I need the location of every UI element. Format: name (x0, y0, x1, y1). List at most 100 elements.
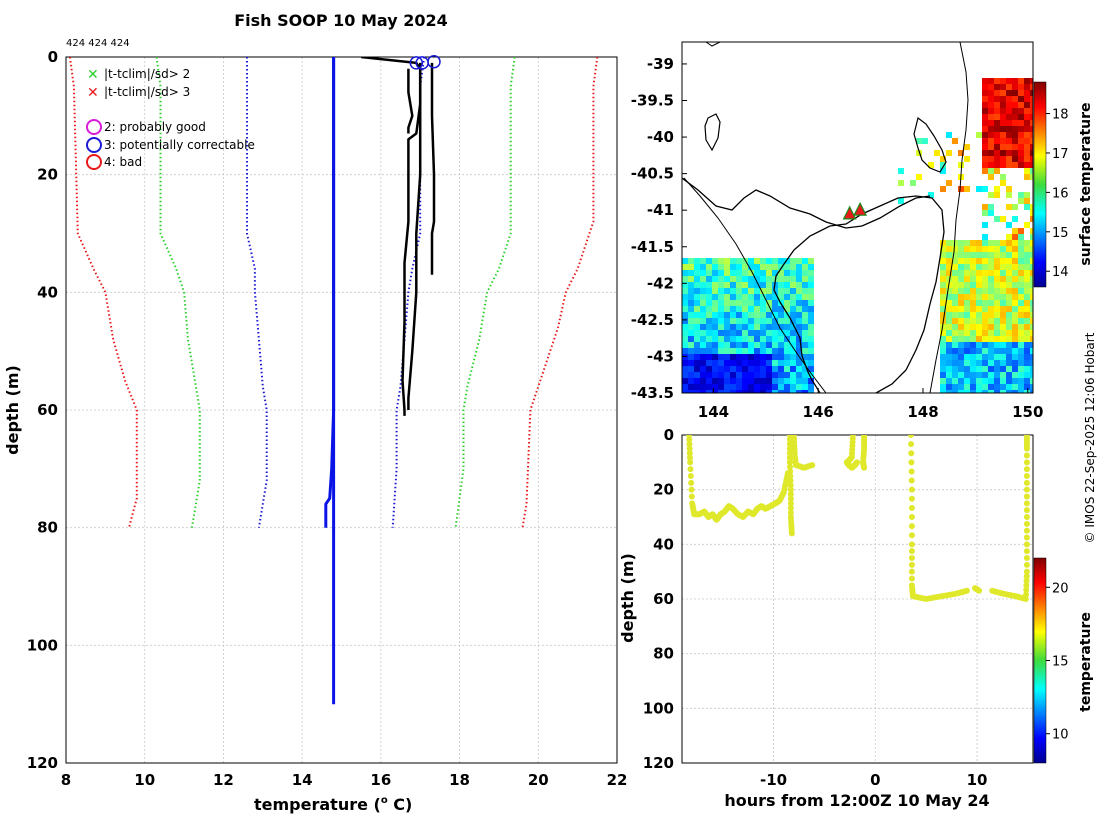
sst-pixel (1006, 372, 1012, 378)
sst-pixel (688, 288, 694, 294)
sst-pixel (1018, 90, 1024, 96)
sst-pixel (1006, 186, 1012, 192)
track-point (1023, 514, 1030, 520)
track-x-tick-label: 10 (967, 771, 988, 789)
sst-pixel (1006, 162, 1012, 168)
sst-pixel (778, 270, 784, 276)
sst-pixel (700, 378, 706, 384)
sst-pixel (688, 264, 694, 270)
track-point (861, 464, 868, 471)
sst-pixel (772, 390, 778, 393)
profile-y-tick-label: 100 (27, 636, 58, 654)
sst-pixel (1000, 288, 1006, 294)
red-circle-icon (86, 154, 102, 170)
sst-pixel (760, 378, 766, 384)
sst-pixel (958, 264, 964, 270)
sst-pixel (1012, 108, 1018, 114)
sst-pixel (964, 282, 970, 288)
sst-pixel (808, 264, 814, 270)
sst-pixel (778, 294, 784, 300)
sst-pixel (682, 306, 688, 312)
sst-pixel (706, 336, 712, 342)
sst-pixel (1012, 156, 1018, 162)
sst-pixel (994, 390, 1000, 393)
sst-pixel (718, 264, 724, 270)
sst-pixel (706, 342, 712, 348)
sst-pixel (784, 354, 790, 360)
sst-pixel (700, 294, 706, 300)
sst-pixel (724, 294, 730, 300)
sst-pixel (694, 306, 700, 312)
sst-pixel (988, 336, 994, 342)
sst-pixel (706, 390, 712, 393)
sst-map: 144 146 148 150 -39 -39.5 -40 -40.5 -41 -41.5 -42… (631, 41, 1094, 421)
sst-pixel (760, 276, 766, 282)
sst-pixel (970, 264, 976, 270)
sst-pixel (706, 378, 712, 384)
sst-pixel (1000, 378, 1006, 384)
sst-pixel (724, 318, 730, 324)
sst-pixel (958, 342, 964, 348)
sst-pixel (964, 294, 970, 300)
sst-pixel (1030, 264, 1033, 270)
sst-pixel (994, 138, 1000, 144)
sst-pixel (1006, 138, 1012, 144)
sst-pixel (718, 330, 724, 336)
sst-pixel (748, 324, 754, 330)
sst-pixel (712, 276, 718, 282)
sst-pixel (982, 276, 988, 282)
sst-pixel (1012, 216, 1018, 222)
king-island-outline (704, 113, 721, 152)
sst-pixel (796, 300, 802, 306)
sst-pixel (1030, 228, 1033, 234)
sst-pixel (790, 348, 796, 354)
sst-pixel (700, 264, 706, 270)
sst-pixel (796, 264, 802, 270)
sst-pixel (1012, 114, 1018, 120)
sst-pixel (970, 324, 976, 330)
sst-pixel (808, 348, 814, 354)
sst-pixel (988, 102, 994, 108)
sst-pixel (706, 372, 712, 378)
sst-pixel (994, 258, 1000, 264)
sst-pixel (700, 390, 706, 393)
sst-pixel (796, 372, 802, 378)
sst-pixel (1012, 282, 1018, 288)
sst-pixel (1030, 102, 1033, 108)
sst-pixel (946, 132, 952, 138)
sst-pixel (688, 390, 694, 393)
track-point (908, 495, 915, 502)
sst-pixel (760, 390, 766, 393)
sst-pixel (736, 312, 742, 318)
sst-pixel (976, 186, 982, 192)
sst-pixel (940, 276, 946, 282)
sst-pixel (982, 162, 988, 168)
sst-pixel (976, 240, 982, 246)
sst-pixel (796, 258, 802, 264)
sst-pixel (778, 336, 784, 342)
credit-text: © IMOS 22-Sep-2025 12:06 Hobart (1083, 332, 1097, 543)
profile-y-tick-label: 40 (37, 283, 58, 301)
sst-pixel (712, 330, 718, 336)
sst-pixel (988, 174, 994, 180)
sst-pixel (1030, 300, 1033, 306)
track-point (908, 504, 915, 511)
sst-pixel (964, 276, 970, 282)
sst-pixel (1006, 126, 1012, 132)
sst-pixel (952, 330, 958, 336)
sst-pixel (772, 330, 778, 336)
sst-pixel (976, 390, 982, 393)
sst-pixel (1024, 192, 1030, 198)
sst-pixel (724, 288, 730, 294)
sst-pixel (1000, 342, 1006, 348)
sst-pixel (742, 300, 748, 306)
sst-pixel (1018, 114, 1024, 120)
sst-pixel (748, 390, 754, 393)
sst-pixel (742, 306, 748, 312)
sst-pixel (706, 270, 712, 276)
sst-pixel (1000, 156, 1006, 162)
sst-pixel (1024, 90, 1030, 96)
map-y-tick-label: -40.5 (631, 165, 674, 183)
sst-pixel (1030, 126, 1033, 132)
sst-pixel (778, 372, 784, 378)
